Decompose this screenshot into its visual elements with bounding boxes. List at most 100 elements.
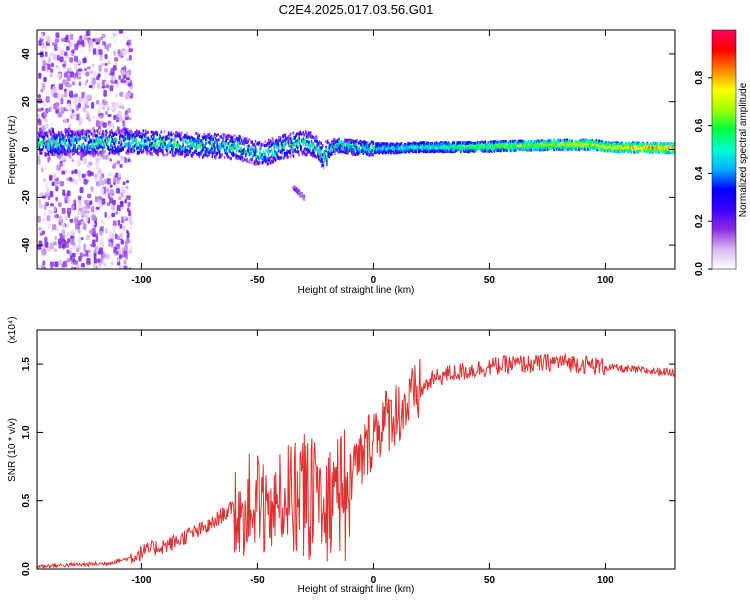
signal-cell: [412, 150, 414, 154]
signal-cell: [58, 133, 61, 137]
signal-cell: [132, 151, 135, 155]
signal-cell: [589, 145, 591, 149]
noise-cell: [77, 73, 82, 78]
noise-cell: [125, 77, 131, 81]
signal-cell: [345, 145, 348, 149]
signal-cell: [127, 149, 130, 153]
signal-cell: [316, 144, 318, 148]
noise-cell: [69, 71, 75, 78]
signal-cell: [338, 143, 340, 147]
signal-cell: [96, 150, 98, 154]
signal-cell: [314, 135, 317, 139]
signal-cell: [309, 131, 312, 135]
signal-cell: [42, 140, 45, 144]
signal-cell: [488, 146, 491, 150]
signal-cell: [468, 147, 470, 151]
signal-cell: [507, 146, 509, 150]
signal-cell: [585, 143, 587, 147]
signal-cell: [457, 144, 460, 148]
signal-cell: [662, 143, 664, 147]
signal-cell: [581, 146, 584, 150]
signal-cell: [352, 150, 355, 154]
signal-cell: [415, 144, 417, 148]
signal-cell: [386, 147, 389, 151]
signal-cell: [113, 141, 115, 145]
signal-cell: [580, 146, 582, 150]
signal-cell: [360, 149, 362, 153]
signal-cell: [486, 149, 488, 153]
noise-cell: [73, 55, 77, 62]
noise-cell: [56, 164, 61, 171]
signal-cell: [334, 139, 336, 143]
signal-cell: [204, 150, 206, 154]
signal-cell: [442, 147, 444, 151]
signal-cell: [325, 147, 327, 151]
signal-cell: [287, 155, 289, 159]
signal-cell: [646, 142, 648, 146]
signal-cell: [479, 144, 482, 148]
signal-cell: [279, 136, 282, 140]
signal-cell: [327, 154, 330, 158]
signal-cell: [564, 143, 567, 147]
noise-cell: [104, 81, 109, 85]
signal-cell: [380, 142, 383, 146]
noise-cell: [41, 245, 46, 250]
signal-cell: [205, 134, 208, 138]
signal-cell: [274, 158, 277, 162]
signal-cell: [40, 131, 42, 135]
signal-cell: [508, 144, 511, 148]
signal-cell: [494, 145, 497, 149]
signal-cell: [173, 138, 176, 142]
signal-cell: [571, 139, 573, 143]
signal-cell: [116, 149, 119, 153]
noise-cell: [61, 229, 66, 236]
noise-cell: [42, 195, 47, 199]
noise-cell: [95, 235, 99, 243]
signal-cell: [604, 145, 607, 149]
noise-cell: [113, 50, 117, 56]
signal-cell: [278, 139, 280, 143]
signal-cell: [464, 142, 466, 146]
signal-cell: [121, 131, 124, 135]
signal-cell: [195, 137, 197, 141]
signal-cell: [630, 142, 633, 146]
signal-cell: [652, 148, 655, 152]
signal-cell: [181, 150, 184, 154]
signal-cell: [311, 145, 314, 149]
signal-cell: [193, 143, 196, 147]
noise-cell: [127, 91, 132, 96]
noise-cell: [114, 57, 119, 62]
signal-cell: [134, 131, 137, 135]
signal-cell: [333, 146, 335, 150]
signal-cell: [323, 154, 326, 158]
signal-cell: [140, 131, 142, 135]
noise-cell: [101, 180, 104, 186]
noise-cell: [105, 111, 108, 115]
signal-cell: [353, 151, 356, 155]
signal-cell: [236, 139, 239, 143]
signal-cell: [113, 133, 115, 137]
signal-cell: [625, 143, 628, 147]
signal-cell: [65, 138, 68, 142]
signal-cell: [189, 149, 192, 153]
signal-cell: [362, 145, 365, 149]
signal-cell: [140, 149, 142, 153]
signal-cell: [313, 136, 316, 140]
signal-cell: [242, 151, 245, 155]
signal-cell: [510, 146, 512, 150]
signal-cell: [525, 145, 528, 149]
noise-cell: [39, 232, 44, 236]
signal-cell: [576, 143, 578, 147]
signal-cell: [349, 142, 352, 146]
signal-cell: [149, 147, 152, 151]
signal-cell: [469, 148, 472, 152]
signal-cell: [616, 146, 619, 150]
signal-cell: [564, 147, 567, 151]
signal-cell: [54, 133, 57, 137]
signal-cell: [301, 140, 304, 144]
signal-cell: [543, 142, 546, 146]
signal-cell: [110, 150, 112, 154]
x-tick-label: 100: [597, 575, 614, 586]
noise-cell: [96, 116, 100, 121]
noise-cell: [44, 236, 48, 243]
